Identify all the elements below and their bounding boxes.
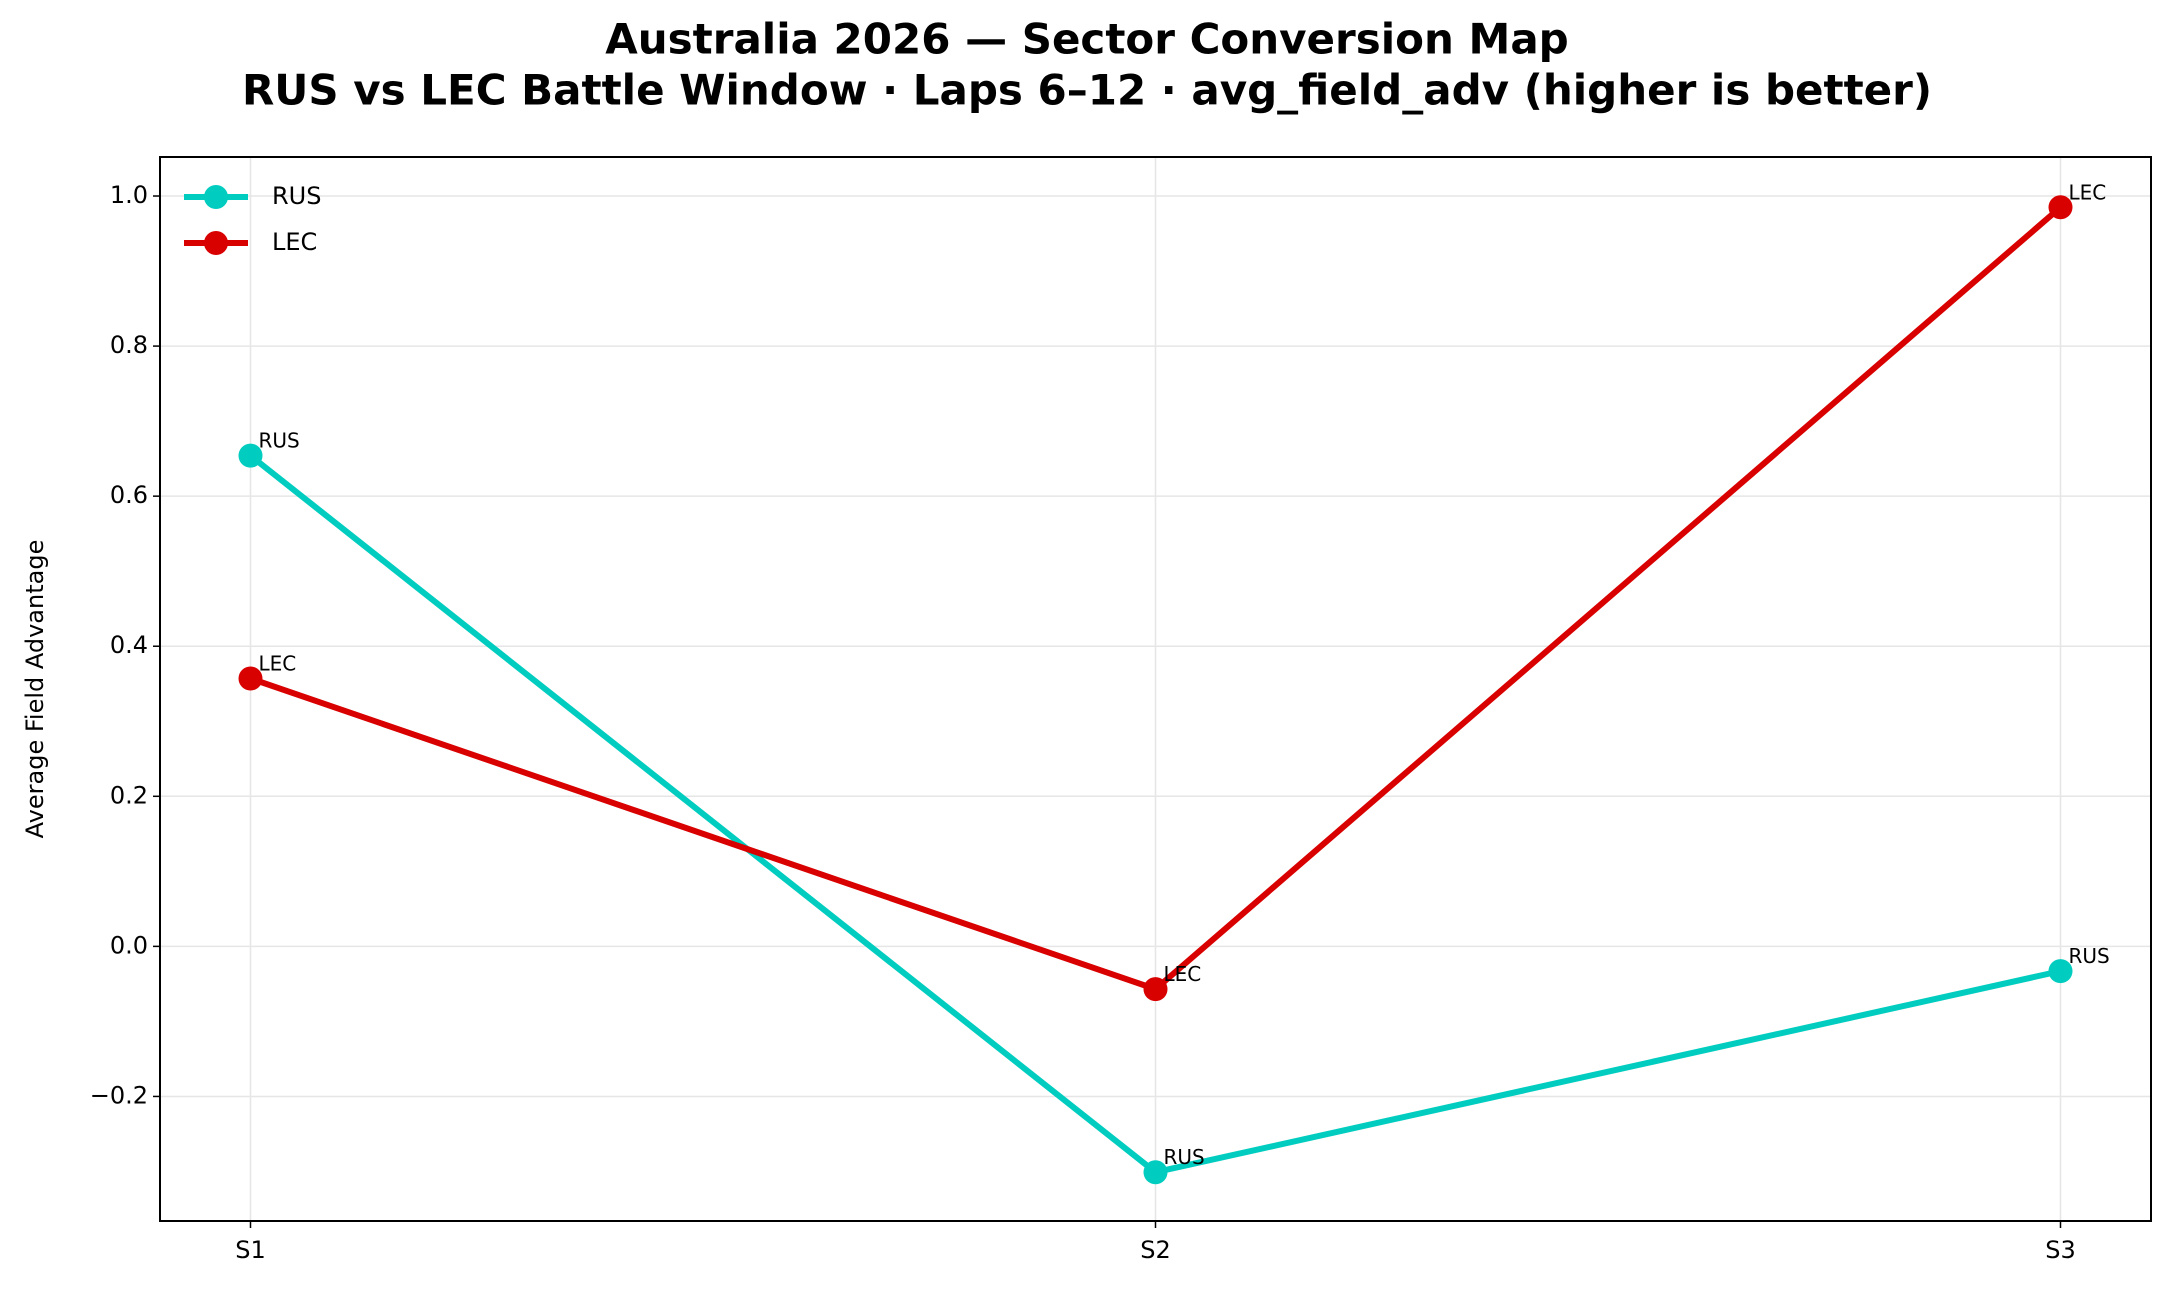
point-label: RUS [2069, 944, 2110, 968]
plot-frame [159, 156, 2152, 1222]
point-label: LEC [2069, 180, 2107, 204]
series: RUS RUS RUS [238, 429, 2110, 1185]
x-tick-label: S2 [1140, 1236, 1171, 1264]
legend-marker [204, 231, 228, 255]
y-tick-label: 0.6 [110, 481, 148, 509]
marker [1143, 1160, 1168, 1185]
legend-label: RUS [272, 182, 321, 210]
marker [1143, 977, 1168, 1002]
y-tick-label: −0.2 [90, 1081, 148, 1109]
x-tick-label: S1 [235, 1236, 266, 1264]
x-tick-label: S3 [2045, 1236, 2076, 1264]
point-label: RUS [1164, 1145, 1205, 1169]
marker [238, 443, 263, 468]
chart-title: Australia 2026 — Sector Conversion Map [605, 15, 1568, 64]
y-tick-label: 0.4 [110, 631, 148, 659]
marker [2048, 959, 2073, 984]
y-tick-label: 1.0 [110, 181, 148, 209]
legend-label: LEC [272, 228, 317, 256]
point-label: LEC [1164, 962, 1202, 986]
marker [238, 666, 263, 691]
point-label: LEC [259, 651, 297, 675]
y-tick-label: 0.2 [110, 781, 148, 809]
y-axis-label: Average Field Advantage [21, 540, 49, 839]
chart-subtitle: RUS vs LEC Battle Window · Laps 6–12 · a… [242, 66, 1932, 115]
marker [2048, 195, 2073, 220]
y-tick-label: 0.0 [110, 931, 148, 959]
legend-marker [204, 185, 228, 209]
y-tick-label: 0.8 [110, 331, 148, 359]
series: LEC LEC LEC [238, 180, 2107, 1002]
point-label: RUS [259, 429, 300, 453]
